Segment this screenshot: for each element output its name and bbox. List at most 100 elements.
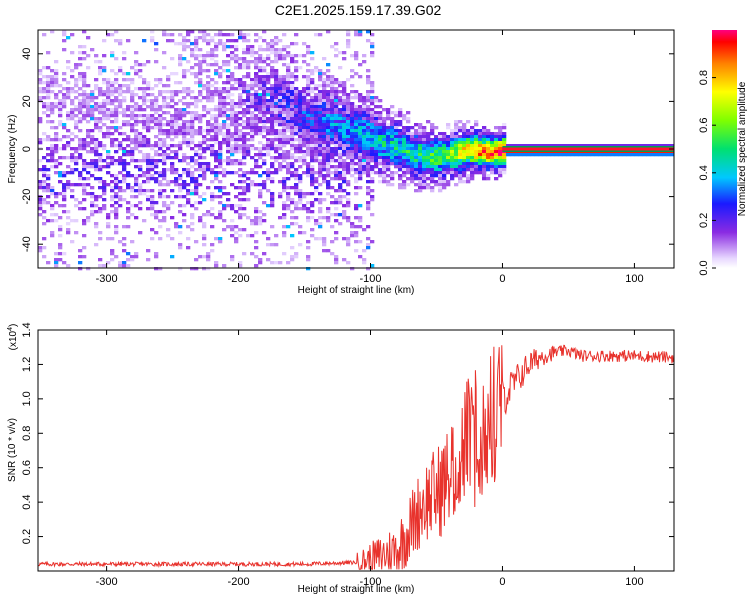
spectrogram-cell [122, 111, 127, 115]
spectrogram-cell [42, 165, 47, 169]
spectrogram-cell [98, 153, 103, 157]
spectrogram-cell [214, 69, 219, 73]
spectrogram-cell [354, 114, 359, 118]
spectrogram-cell [114, 87, 119, 91]
spectrogram-cell [218, 114, 223, 118]
spectrogram-cell [634, 144, 639, 148]
spectrogram-cell [358, 111, 363, 115]
spectrogram-cell [106, 150, 111, 154]
spectrogram-cell [46, 159, 51, 163]
spectrogram-cell [266, 117, 271, 121]
spectrogram-cell [278, 195, 283, 199]
spectrogram-cell [110, 90, 115, 94]
spectrogram-cell [282, 45, 287, 49]
spectrogram-cell [318, 222, 323, 226]
spectrogram-cell [314, 117, 319, 121]
spectrogram-cell [358, 117, 363, 121]
spectrogram-cell [114, 231, 119, 235]
spectrogram-cell [190, 51, 195, 55]
spectrogram-cell [638, 153, 643, 157]
spectrogram-cell [306, 132, 311, 136]
spectrogram-cell [114, 159, 119, 163]
spectrogram-cell [342, 84, 347, 88]
spectrogram-cell [178, 111, 183, 115]
spectrogram-cell [278, 138, 283, 142]
spectrogram-cell [358, 120, 363, 124]
spectrogram-cell [98, 165, 103, 169]
spectrogram-cell [322, 159, 327, 163]
spectrogram-cell [494, 156, 499, 160]
spectrogram-cell [310, 102, 315, 106]
spectrogram-cell [254, 162, 259, 166]
spectrogram-cell [278, 129, 283, 133]
spectrogram-cell [142, 90, 147, 94]
spectrogram-cell [398, 141, 403, 145]
spectrogram-cell [238, 147, 243, 151]
spectrogram-cell [386, 165, 391, 169]
spectrogram-cell [326, 84, 331, 88]
spectrogram-cell [242, 81, 247, 85]
spectrogram-cell [654, 153, 659, 157]
spectrogram-cell [174, 129, 179, 133]
spectrogram-cell [174, 135, 179, 139]
spectrogram-cell [378, 129, 383, 133]
spectrogram-cell [182, 123, 187, 127]
spectrogram-cell [270, 129, 275, 133]
spectrogram-cell [406, 177, 411, 181]
spectrogram-cell [334, 231, 339, 235]
spectrogram-cell [142, 120, 147, 124]
spectrogram-cell [278, 90, 283, 94]
spectrogram-cell [98, 231, 103, 235]
spectrogram-cell [110, 258, 115, 262]
spectrogram-cell [238, 234, 243, 238]
spectrogram-cell [190, 165, 195, 169]
spectrogram-cell [302, 75, 307, 79]
spectrogram-cell [178, 117, 183, 121]
spectrogram-cell [42, 180, 47, 184]
spectrogram-cell [230, 114, 235, 118]
spectrogram-cell [282, 216, 287, 220]
spectrogram-cell [106, 165, 111, 169]
spectrogram-cell [334, 159, 339, 163]
spectrogram-cell [282, 75, 287, 79]
spectrogram-cell [266, 150, 271, 154]
spectrogram-cell [154, 135, 159, 139]
spectrogram-cell [46, 201, 51, 205]
spectrogram-cell [422, 126, 427, 130]
spectrogram-cell [130, 126, 135, 130]
spectrogram-cell [334, 129, 339, 133]
spectrogram-cell [154, 177, 159, 181]
spectrogram-cell [394, 135, 399, 139]
spectrogram-cell [130, 123, 135, 127]
spectrogram-cell [262, 252, 267, 256]
spectrogram-cell [350, 147, 355, 151]
spectrogram-cell [230, 132, 235, 136]
spectrogram-cell [354, 123, 359, 127]
spectrogram-cell [282, 63, 287, 67]
spectrogram-cell [342, 102, 347, 106]
spectrogram-cell [338, 222, 343, 226]
spectrogram-cell [146, 207, 151, 211]
spectrogram-cell [122, 84, 127, 88]
spectrogram-cell [194, 42, 199, 46]
spectrogram-cell [190, 126, 195, 130]
spectrogram-cell [126, 105, 131, 109]
spectrogram-cell [406, 147, 411, 151]
spectrogram-cell [470, 147, 475, 151]
spectrogram-cell [54, 162, 59, 166]
spectrogram-cell [182, 141, 187, 145]
spectrogram-cell [38, 90, 43, 94]
spectrogram-cell [138, 165, 143, 169]
spectrogram-cell [366, 96, 371, 100]
spectrogram-cell [74, 135, 79, 139]
spectrogram-cell [230, 162, 235, 166]
spectrogram-x-tick-label: 0 [499, 273, 505, 285]
spectrogram-cell [254, 114, 259, 118]
spectrogram-cell [126, 258, 131, 262]
spectrogram-cell [178, 243, 183, 247]
spectrogram-cell [398, 162, 403, 166]
spectrogram-cell [210, 99, 215, 103]
spectrogram-cell [242, 99, 247, 103]
spectrogram-cell [294, 60, 299, 64]
spectrogram-cell [270, 51, 275, 55]
